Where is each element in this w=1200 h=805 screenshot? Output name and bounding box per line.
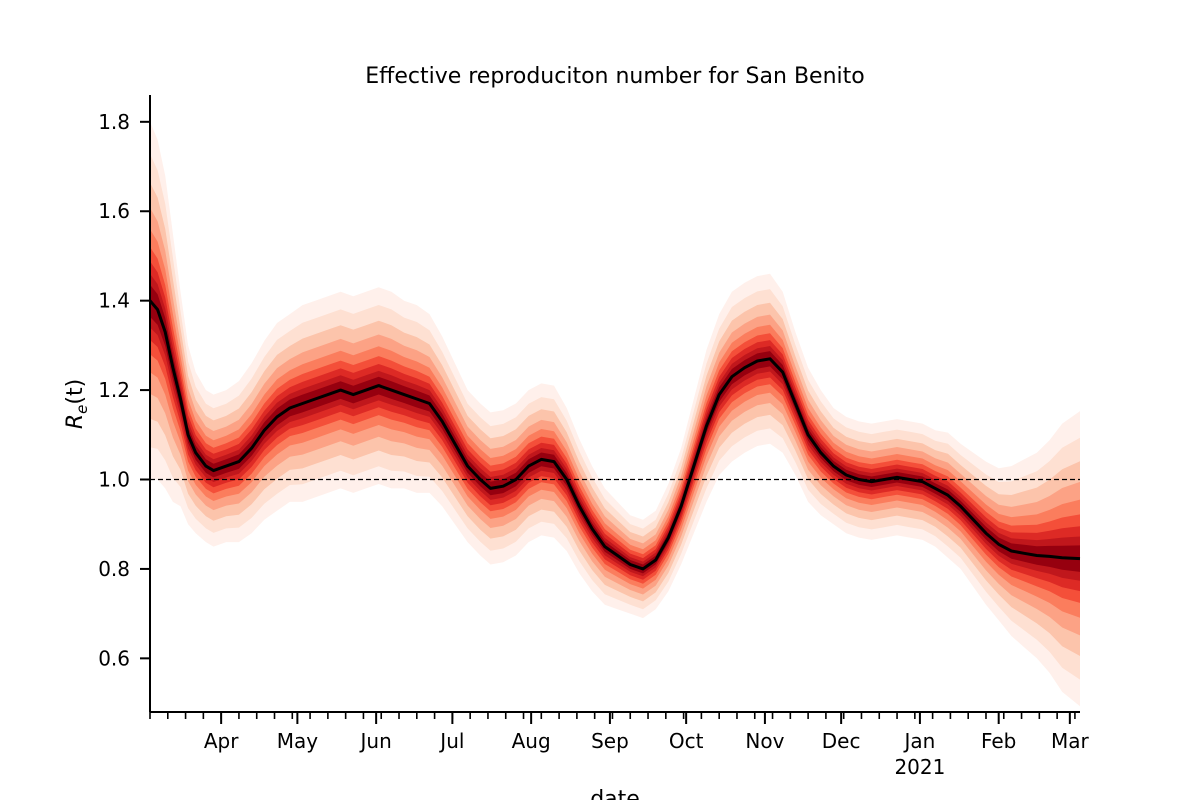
y-tick-label: 1.6 [98, 199, 130, 223]
y-label-argument: (t) [63, 379, 88, 405]
y-label-base: R [63, 414, 88, 429]
chart-title: Effective reproduciton number for San Be… [365, 64, 865, 89]
x-tick-label: Jun [359, 729, 392, 753]
y-tick-label: 1.2 [98, 378, 130, 402]
x-tick-label: Mar [1051, 729, 1090, 753]
x-axis-label: date [590, 787, 640, 800]
y-axis-ticks: 0.6 0.8 1.0 1.2 1.4 1.6 1.8 [98, 110, 150, 670]
x-tick-label: Apr [204, 729, 239, 753]
y-tick-label: 0.8 [98, 557, 130, 581]
x-tick-label: Jan [902, 729, 935, 753]
y-label-subscript: e [73, 405, 91, 414]
x-tick-label: Nov [745, 729, 784, 753]
x-tick-label: Aug [512, 729, 551, 753]
y-axis-label: Re(t) [63, 379, 91, 429]
y-tick-label: 1.8 [98, 110, 130, 134]
axes [149, 95, 1080, 713]
y-tick-label: 1.0 [98, 468, 130, 492]
y-tick-label: 1.4 [98, 289, 130, 313]
median-line [148, 299, 1081, 571]
x-tick-label-year: 2021 [894, 755, 945, 779]
x-tick-label: Dec [822, 729, 861, 753]
x-tick-label: Jul [438, 729, 464, 753]
uncertainty-bands [150, 121, 1080, 707]
x-tick-label: May [277, 729, 319, 753]
x-tick-label: Oct [669, 729, 704, 753]
y-tick-label: 0.6 [98, 646, 130, 670]
x-tick-label: Sep [591, 729, 629, 753]
x-tick-label: Feb [981, 729, 1016, 753]
